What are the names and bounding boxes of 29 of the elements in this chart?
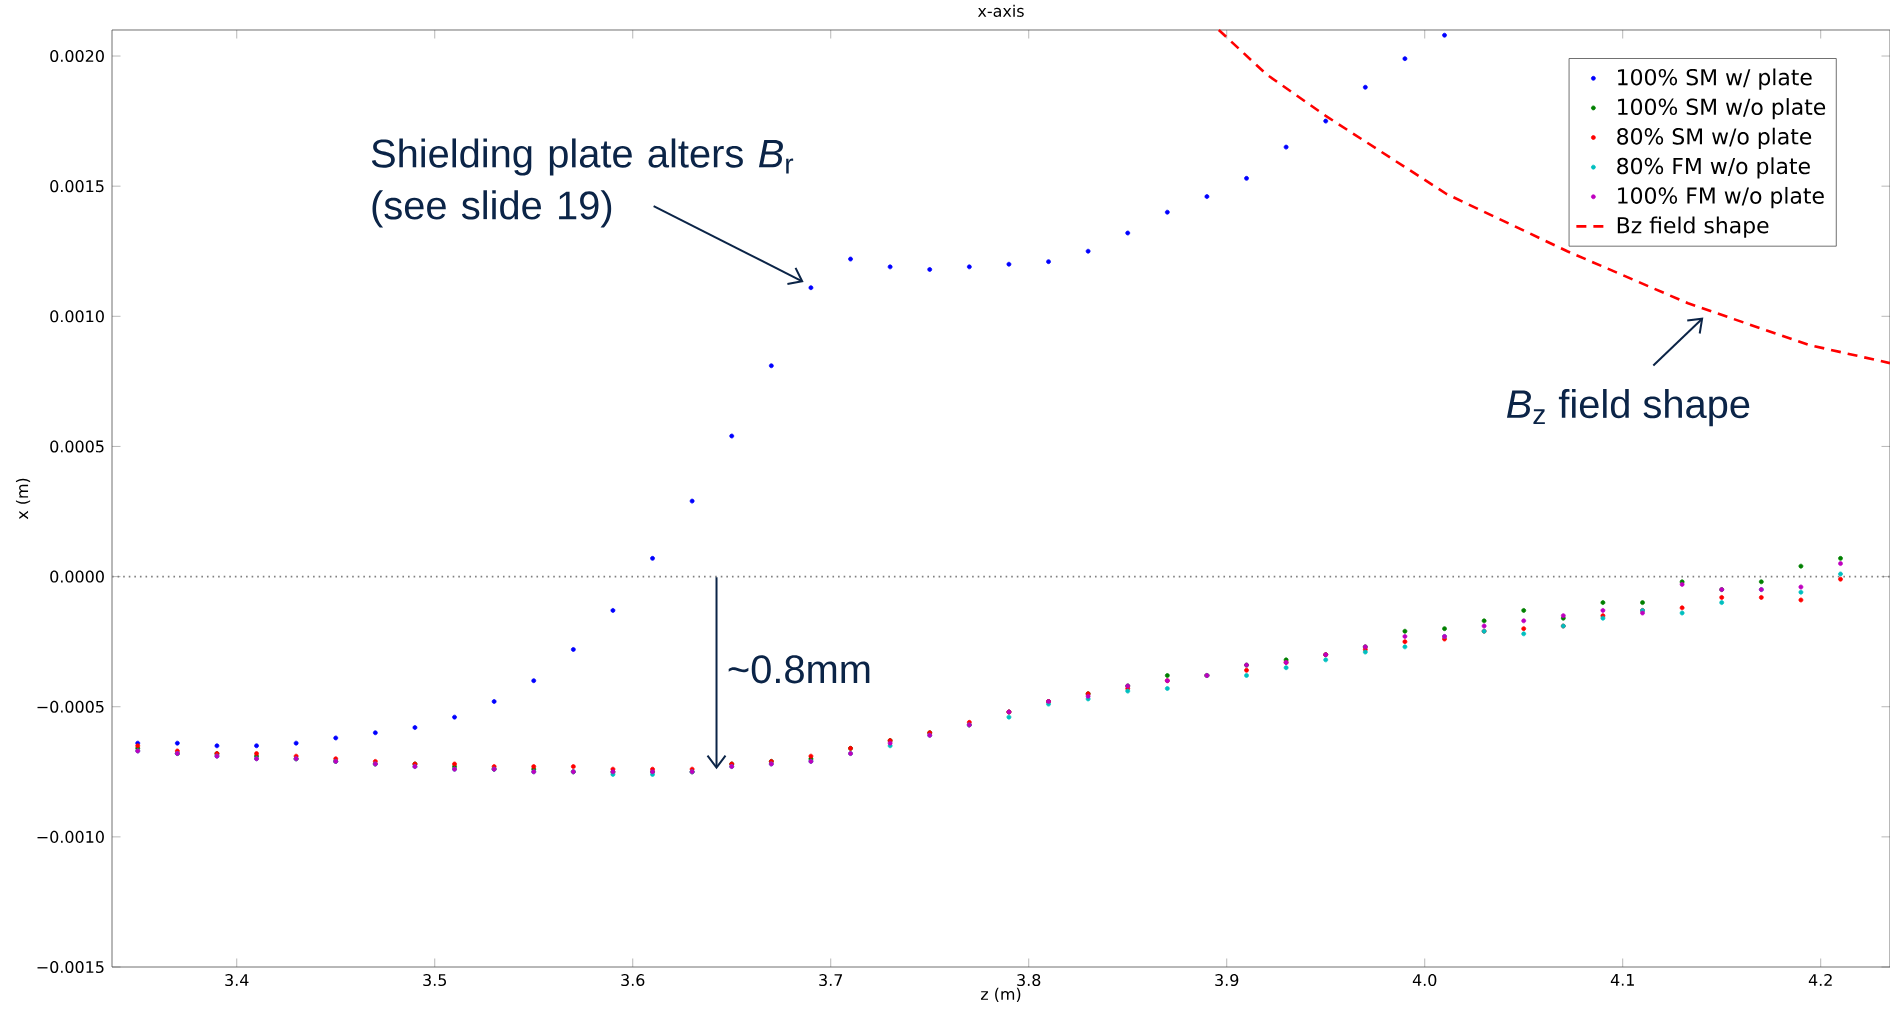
- y-tick-label: 0.0010: [50, 310, 104, 323]
- legend-label: 100% SM w/ plate: [1618, 68, 1812, 90]
- chart-title: x-axis: [977, 4, 1024, 17]
- annotation: ~0.8mm: [728, 655, 870, 684]
- x-tick-label: 4.2: [1808, 974, 1832, 986]
- x-tick-label: 3.4: [225, 974, 249, 987]
- x-tick-label: 3.9: [1215, 974, 1239, 987]
- legend-label: 100% FM w/o plate: [1618, 186, 1824, 209]
- y-tick-label: 0.0000: [50, 570, 104, 583]
- y-tick-label: −0.0015: [37, 960, 104, 974]
- x-tick-label: 3.7: [819, 974, 843, 987]
- x-tick-label: 3.5: [423, 974, 447, 987]
- y-tick-label: 0.0015: [50, 180, 104, 193]
- y-tick-label: 0.0005: [50, 440, 104, 453]
- legend-label: 80% SM w/o plate: [1617, 127, 1812, 149]
- x-tick-label: 3.8: [1017, 974, 1041, 987]
- x-tick-label: 4.0: [1412, 974, 1437, 987]
- y-tick-label: 0.0020: [50, 49, 104, 63]
- x-tick-label: 4.1: [1610, 974, 1634, 986]
- y-axis-title: x (m): [15, 478, 31, 520]
- y-tick-label: −0.0005: [37, 700, 104, 713]
- legend-label: 80% FM w/o plate: [1617, 157, 1810, 179]
- text: Shielding plate alters B$_{r}$ (see slide 19): [371, 138, 794, 228]
- y-tick-label: −0.0010: [37, 830, 104, 843]
- annotation: B$_{z}$ field shape: [1506, 388, 1750, 427]
- legend-label: 100% SM w/o plate: [1618, 98, 1826, 120]
- legend-label: Bz field shape: [1617, 216, 1769, 238]
- x-axis-title: z (m): [980, 987, 1021, 1002]
- x-tick-label: 3.6: [621, 974, 645, 987]
